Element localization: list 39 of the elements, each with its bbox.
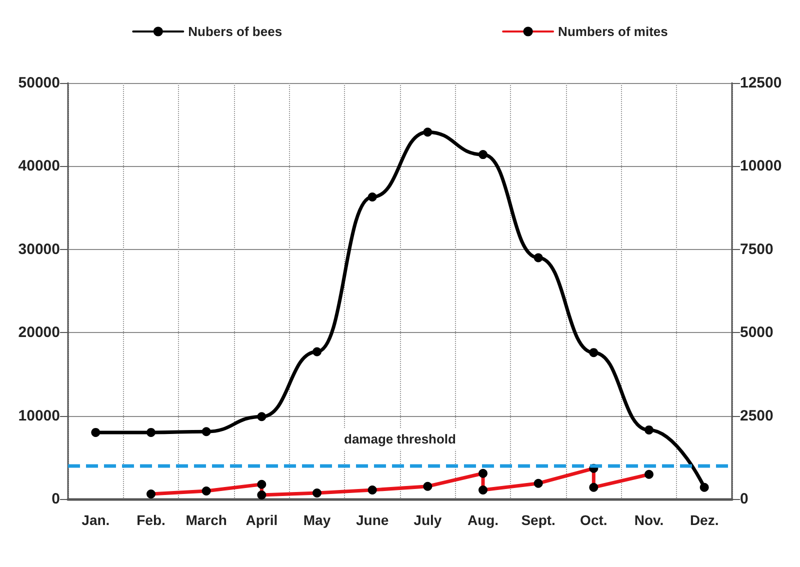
y-tick-label: 40000	[18, 158, 60, 175]
x-tick-label: Jan.	[82, 512, 110, 528]
point	[589, 348, 598, 358]
y-tick-label: 50000	[18, 74, 60, 92]
y2-tick-label: 10000	[740, 158, 782, 175]
x-tick-label: April	[246, 512, 278, 528]
x-tick-label: May	[303, 512, 331, 528]
point	[91, 428, 100, 437]
y-tick-label: 30000	[18, 240, 60, 258]
x-tick-label: Aug.	[467, 512, 499, 528]
point	[368, 192, 377, 202]
y2-tick-label: 7500	[740, 240, 774, 258]
legend-label: Nubers of bees	[188, 24, 282, 39]
point	[146, 428, 156, 437]
y-tick-label: 0	[52, 490, 60, 508]
point	[644, 425, 654, 434]
x-tick-label: Sept.	[521, 512, 556, 528]
point	[312, 347, 322, 356]
y2-tick-label: 2500	[740, 407, 774, 424]
x-tick-label: June	[356, 512, 389, 528]
y2-tick-label: 0	[740, 490, 748, 508]
x-tick-label: Dez.	[690, 512, 719, 528]
x-tick-label: March	[186, 512, 227, 528]
x-tick-label: Nov.	[634, 512, 664, 528]
y-tick-label: 20000	[18, 324, 60, 342]
point	[202, 427, 211, 436]
y2-tick-label: 12500	[740, 74, 782, 92]
x-tick-label: Feb.	[136, 512, 166, 528]
point	[257, 412, 266, 422]
x-tick-label: July	[414, 512, 442, 528]
point	[534, 253, 543, 262]
ref-line-label: damage threshold	[344, 432, 456, 447]
legend-label: Numbers of mites	[558, 24, 668, 39]
point	[700, 482, 709, 492]
y2-tick-label: 5000	[740, 324, 774, 342]
x-tick-label: Oct.	[580, 512, 608, 528]
point	[478, 150, 488, 160]
point	[423, 128, 432, 137]
y-tick-label: 10000	[18, 407, 60, 424]
